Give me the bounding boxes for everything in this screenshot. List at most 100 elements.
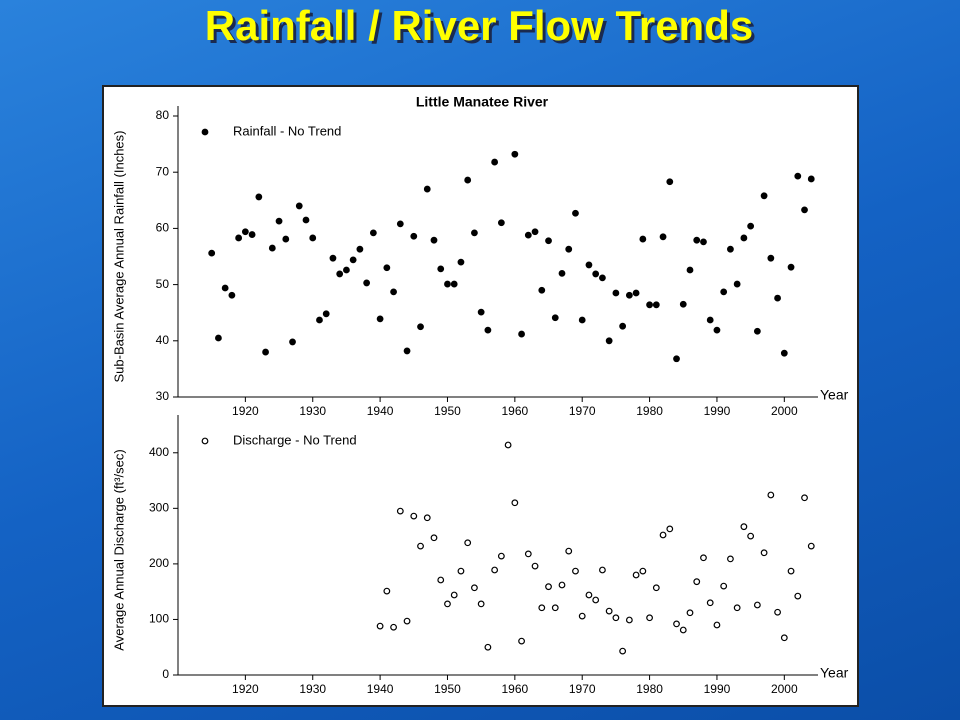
x-tick-label: 1930	[299, 682, 326, 696]
y-axis-label: Sub-Basin Average Annual Rainfall (Inche…	[111, 131, 126, 383]
data-point	[491, 158, 499, 166]
data-point	[343, 266, 350, 274]
data-point	[457, 258, 465, 266]
data-point	[376, 622, 384, 630]
data-point	[639, 567, 647, 575]
y-tick-label: 30	[156, 389, 170, 403]
data-point	[524, 550, 532, 558]
data-point	[396, 220, 404, 228]
x-axis-label: Year	[820, 387, 849, 403]
data-point	[484, 326, 492, 334]
data-point	[356, 245, 364, 253]
data-point	[733, 604, 741, 612]
data-point	[558, 581, 566, 589]
data-point	[518, 637, 525, 645]
data-point	[457, 567, 465, 575]
data-point	[262, 348, 269, 356]
data-point	[713, 326, 721, 334]
data-point	[396, 507, 404, 515]
data-point	[659, 233, 667, 241]
data-point	[208, 249, 216, 257]
data-point	[679, 626, 687, 634]
data-point	[349, 256, 357, 264]
data-point	[592, 596, 600, 604]
data-point	[625, 616, 633, 624]
data-point	[780, 634, 788, 642]
legend-marker	[201, 128, 209, 136]
data-point	[417, 323, 424, 331]
legend-label: Discharge - No Trend	[233, 432, 357, 447]
x-tick-label: 1980	[636, 404, 663, 418]
y-tick-label: 50	[156, 277, 170, 291]
data-point	[497, 552, 505, 560]
data-point	[659, 531, 667, 539]
y-tick-label: 80	[156, 108, 170, 122]
data-point	[302, 216, 310, 224]
x-tick-label: 2000	[771, 404, 798, 418]
data-point	[753, 601, 761, 609]
data-point	[511, 150, 519, 158]
data-point	[787, 263, 795, 271]
data-point	[720, 288, 728, 296]
data-point	[619, 647, 627, 655]
data-point	[275, 217, 283, 225]
data-point	[497, 219, 505, 227]
x-tick-label: 1960	[501, 404, 528, 418]
data-point	[565, 547, 573, 555]
x-tick-label: 1920	[232, 404, 259, 418]
data-point	[632, 289, 640, 297]
data-point	[639, 235, 647, 243]
data-point	[599, 274, 606, 282]
data-point	[700, 554, 707, 562]
data-point	[444, 280, 451, 288]
data-point	[471, 229, 478, 237]
data-point	[666, 525, 674, 533]
x-tick-label: 1970	[569, 682, 596, 696]
data-point	[578, 316, 586, 324]
x-tick-label: 1950	[434, 404, 461, 418]
data-point	[248, 231, 256, 238]
data-point	[477, 600, 485, 608]
data-point	[289, 338, 296, 346]
data-point	[430, 534, 438, 542]
data-point	[390, 288, 397, 296]
data-point	[511, 499, 519, 507]
data-point	[720, 582, 728, 590]
data-point	[423, 514, 431, 522]
data-point	[780, 349, 788, 357]
data-point	[417, 542, 424, 550]
data-point	[760, 549, 768, 557]
data-point	[477, 308, 485, 316]
legend-label: Rainfall - No Trend	[233, 123, 341, 138]
data-point	[646, 301, 653, 309]
data-point	[807, 175, 815, 183]
data-point	[585, 591, 593, 599]
data-point	[538, 286, 546, 294]
data-point	[464, 539, 472, 547]
data-point	[706, 316, 714, 324]
data-point	[322, 310, 330, 318]
data-point	[471, 584, 478, 592]
data-point	[551, 314, 559, 322]
data-point	[801, 206, 808, 214]
data-point	[760, 192, 768, 200]
y-tick-label: 60	[156, 221, 170, 235]
data-point	[679, 300, 687, 308]
data-point	[572, 567, 579, 575]
data-point	[538, 604, 546, 612]
data-point	[787, 567, 795, 575]
x-tick-label: 1990	[704, 404, 731, 418]
data-point	[706, 599, 714, 607]
data-point	[235, 234, 243, 242]
data-point	[410, 232, 418, 240]
x-tick-label: 2000	[771, 682, 798, 696]
data-point	[309, 234, 317, 242]
data-point	[572, 209, 579, 217]
x-tick-label: 1980	[636, 682, 663, 696]
x-tick-label: 1920	[232, 682, 259, 696]
x-tick-label: 1960	[501, 682, 528, 696]
data-point	[727, 245, 734, 253]
data-point	[336, 270, 344, 278]
